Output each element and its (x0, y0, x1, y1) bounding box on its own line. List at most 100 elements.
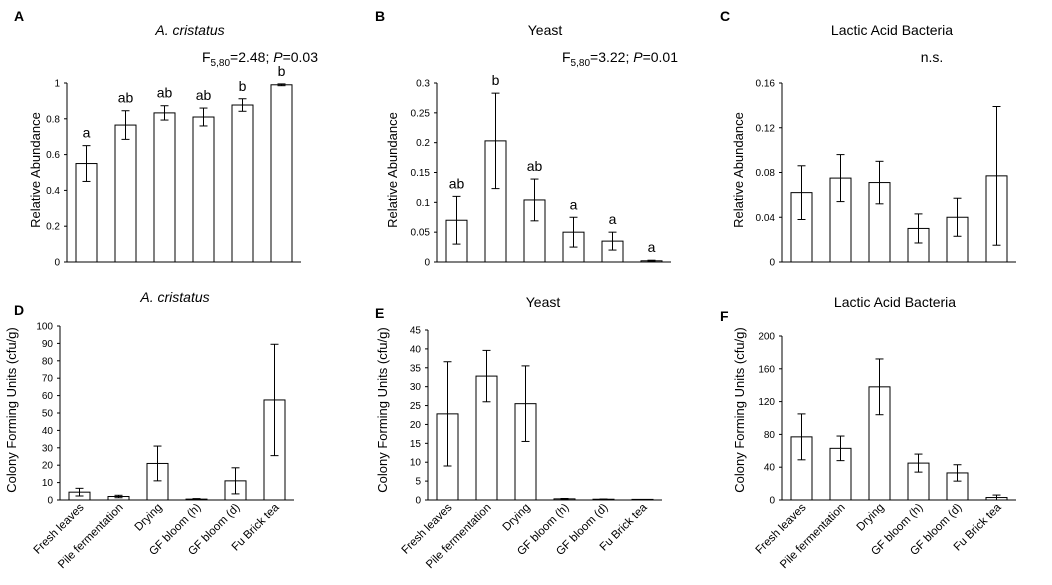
category-label: Drying (855, 502, 887, 534)
y-tick-label: 20 (42, 461, 54, 472)
panel-F: F Lactic Acid Bacteria Colony Forming Unit… (720, 294, 1016, 571)
chart-title: A. cristatus (139, 289, 209, 305)
y-tick-label: 0.2 (46, 222, 60, 233)
y-tick-label: 0 (769, 258, 775, 269)
panel-B: B Yeast F5,80=3.22; P=0.01 Relative Abundan… (375, 8, 678, 269)
chart-title: Yeast (526, 294, 561, 310)
y-tick-label: 0 (47, 496, 53, 507)
stat-value: =2.48; (230, 49, 273, 65)
y-tick-label: 0.08 (756, 168, 776, 179)
y-tick-label: 15 (410, 439, 422, 450)
significance-label: b (278, 63, 286, 79)
y-tick-label: 20 (410, 420, 422, 431)
y-tick-label: 0.12 (756, 123, 776, 134)
panel-letter: D (14, 302, 24, 318)
stat-P: P (273, 49, 283, 65)
y-tick-label: 0 (769, 496, 775, 507)
bar (192, 116, 215, 263)
stat-p-value: =0.03 (283, 49, 319, 65)
ns-annotation: n.s. (921, 49, 944, 65)
y-tick-label: 45 (410, 326, 422, 337)
y-tick-label: 40 (410, 344, 422, 355)
y-tick-label: 0.8 (46, 114, 60, 125)
y-tick-label: 0 (415, 496, 421, 507)
y-tick-label: 0.05 (411, 228, 431, 239)
y-tick-label: 0.4 (46, 186, 60, 197)
significance-label: ab (157, 85, 173, 101)
significance-label: ab (196, 87, 212, 103)
significance-label: ab (449, 175, 465, 191)
bar (153, 112, 176, 263)
y-tick-label: 0.6 (46, 150, 60, 161)
bar (270, 84, 293, 263)
y-tick-label: 35 (410, 363, 422, 374)
stat-F: F (562, 49, 571, 65)
y-tick-label: 90 (42, 339, 54, 350)
y-axis-label: Relative Abundance (385, 112, 400, 228)
y-tick-label: 200 (758, 332, 775, 343)
y-tick-label: 40 (764, 463, 776, 474)
chart-title: Lactic Acid Bacteria (831, 22, 953, 38)
panel-letter: E (375, 305, 384, 321)
significance-label: ab (118, 90, 134, 106)
stat-P: P (633, 49, 643, 65)
y-tick-label: 0 (424, 258, 430, 269)
y-axis-label: Relative Abundance (28, 112, 43, 228)
panel-D: D A. cristatus Colony Forming Units (cfu/g… (4, 289, 294, 571)
y-axis-label: Colony Forming Units (cfu/g) (4, 327, 19, 492)
y-tick-label: 25 (410, 401, 422, 412)
stat-p-value: =0.01 (643, 49, 679, 65)
y-tick-label: 1 (54, 79, 60, 90)
stat-df: 5,80 (211, 58, 231, 69)
y-tick-label: 70 (42, 374, 54, 385)
category-label: Drying (501, 502, 533, 534)
panel-letter: C (720, 8, 730, 24)
y-tick-label: 0.16 (756, 79, 776, 90)
y-tick-label: 30 (410, 382, 422, 393)
y-tick-label: 10 (42, 478, 54, 489)
y-axis-label: Colony Forming Units (cfu/g) (375, 327, 390, 492)
y-tick-label: 0.04 (756, 213, 776, 224)
y-tick-label: 0.1 (416, 198, 430, 209)
y-tick-label: 120 (758, 397, 775, 408)
stat-annotation: F5,80=3.22; P=0.01 (562, 49, 678, 69)
y-tick-label: 0.3 (416, 79, 430, 90)
bar (114, 124, 137, 263)
stat-annotation: F5,80=2.48; P=0.03 (202, 49, 318, 69)
y-tick-label: 80 (764, 430, 776, 441)
bar (231, 104, 254, 263)
panel-A: A A. cristatus F5,80=2.48; P=0.03 Relative … (14, 8, 318, 269)
y-tick-label: 5 (415, 477, 421, 488)
stat-F: F (202, 49, 211, 65)
y-tick-label: 0.15 (411, 168, 431, 179)
bar (631, 498, 654, 501)
y-tick-label: 10 (410, 458, 422, 469)
panel-C: C Lactic Acid Bacteria n.s. Relative Abunda… (720, 8, 1016, 269)
significance-label: ab (527, 158, 543, 174)
y-tick-label: 0.25 (411, 108, 431, 119)
significance-label: a (570, 196, 578, 212)
y-tick-label: 80 (42, 356, 54, 367)
y-axis-label: Colony Forming Units (cfu/g) (732, 327, 747, 492)
y-tick-label: 0 (54, 258, 60, 269)
significance-label: a (609, 211, 617, 227)
y-axis-label: Relative Abundance (731, 112, 746, 228)
y-tick-label: 60 (42, 391, 54, 402)
y-tick-label: 30 (42, 443, 54, 454)
chart-title: Lactic Acid Bacteria (834, 294, 956, 310)
panel-letter: B (375, 8, 385, 24)
significance-label: a (83, 125, 91, 141)
y-tick-label: 50 (42, 409, 54, 420)
significance-label: b (492, 72, 500, 88)
y-tick-label: 0.2 (416, 138, 430, 149)
panel-E: E Yeast Colony Forming Units (cfu/g) 0 5 10 15… (375, 294, 662, 571)
category-label: Drying (133, 502, 165, 534)
chart-title: A. cristatus (154, 22, 224, 38)
panel-letter: A (14, 8, 24, 24)
stat-df: 5,80 (571, 58, 591, 69)
panel-letter: F (720, 308, 729, 324)
y-tick-label: 160 (758, 364, 775, 375)
chart-title: Yeast (528, 22, 563, 38)
significance-label: b (239, 78, 247, 94)
